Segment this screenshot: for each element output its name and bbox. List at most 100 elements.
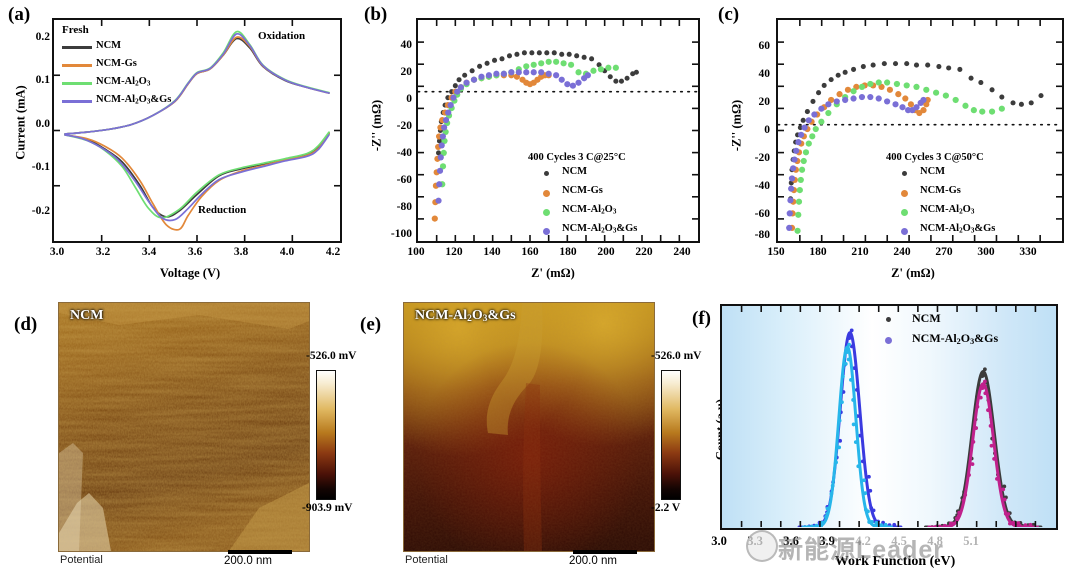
panel-c-xlabel: Z' (mΩ) [891, 266, 935, 280]
panel-c-ytick: 20 [758, 96, 771, 108]
panel-f-kpfm-histogram [740, 306, 1043, 527]
panel-c-xtick: 270 [935, 246, 953, 258]
panel-f-label: (f) [692, 308, 711, 329]
panel-e-mode-label: Potential [405, 554, 448, 566]
panel-b-ytick: 40 [400, 39, 413, 51]
afm-ncm-surface [59, 303, 309, 551]
panel-c-legend-dot-ncm-al2o3 [901, 209, 908, 216]
panel-a-legend-swatch-ncm-gs [62, 64, 92, 67]
panel-a-ytick: 0.0 [35, 118, 50, 130]
panel-a-xtick: 3.0 [49, 246, 65, 258]
panel-c-legend-dot-ncm-gs [901, 190, 908, 197]
panel-b-ytick: -20 [396, 120, 412, 132]
panel-d-colorbar-max: -526.0 mV [306, 350, 357, 362]
panel-a-legend-swatch-ncm [62, 46, 92, 49]
panel-d-scalebar-label: 200.0 nm [224, 555, 272, 567]
panel-c-ytick: 40 [758, 68, 771, 80]
panel-a-ytick: 0.2 [35, 31, 50, 43]
panel-e-afm-image [403, 302, 655, 552]
panel-b-legend-label-ncm: NCM [562, 166, 588, 177]
panel-c-ytick: 60 [758, 40, 771, 52]
panel-d-afm-image [58, 302, 310, 552]
panel-a-xtick: 3.2 [95, 246, 111, 258]
panel-d-title: NCM [70, 308, 104, 323]
panel-c-xtick: 210 [851, 246, 869, 258]
panel-d-label: (d) [14, 314, 38, 335]
panel-b-legend-dot-ncm-al2o3-gs [543, 228, 550, 235]
panel-c-xtick: 150 [767, 246, 785, 258]
panel-c-xtick: 330 [1019, 246, 1037, 258]
panel-a-xtick: 3.6 [187, 246, 203, 258]
panel-b-ytick: -100 [390, 228, 412, 240]
panel-c-label: (c) [718, 4, 740, 25]
panel-d: (d) [0, 292, 360, 586]
panel-a-xtick: 3.4 [141, 246, 157, 258]
panel-b-xtick: 100 [407, 246, 425, 258]
panel-a-cv-curves [54, 20, 340, 241]
panel-a-legend-label-ncm-al2o3-gs: NCM-Al2O3&Gs [96, 94, 172, 106]
panel-b-nyquist-scatter [418, 20, 698, 241]
panel-c-legend-label-ncm-al2o3-gs: NCM-Al2O3&Gs [920, 223, 996, 235]
panel-b-legend-dot-ncm-al2o3 [543, 209, 550, 216]
panel-e-scalebar [573, 550, 637, 554]
panel-f-xtick: 3.6 [783, 534, 799, 548]
panel-b-xtick: 140 [483, 246, 501, 258]
panel-b-label: (b) [364, 4, 388, 25]
panel-e: (e) [355, 292, 715, 586]
panel-e-scalebar-label: 200.0 nm [569, 555, 617, 567]
panel-c-ytick: -60 [754, 208, 770, 220]
panel-b-xtick: 200 [597, 246, 615, 258]
watermark-text: 新能源Leader [778, 536, 944, 564]
panel-b-xtick: 120 [445, 246, 463, 258]
panel-e-title: NCM-Al2O3&Gs [415, 308, 516, 325]
panel-c-legend-title: 400 Cycles 3 C@50°C [886, 152, 984, 163]
panel-a-ytick: -0.2 [31, 205, 50, 217]
panel-d-colorbar [316, 370, 336, 500]
panel-f-legend-label-coated: NCM-Al2O3&Gs [912, 331, 999, 346]
panel-b-legend-label-ncm-al2o3: NCM-Al2O3 [562, 204, 617, 216]
panel-b-plot-area [416, 18, 700, 243]
panel-a-xlabel: Voltage (V) [159, 266, 221, 280]
panel-b-ytick: -60 [396, 174, 412, 186]
afm-ncm-al2o3-gs-surface [404, 303, 654, 551]
panel-c-xtick: 240 [893, 246, 911, 258]
panel-b-xlabel: Z' (mΩ) [531, 266, 575, 280]
panel-b: (b) -Z'' (mΩ) Z' (mΩ) 40 20 0 -20 -40 -6… [360, 0, 718, 290]
panel-f-xtick: 3.9 [819, 534, 835, 548]
panel-a-xtick: 4.2 [325, 246, 341, 258]
panel-f-legend-label-ncm: NCM [912, 311, 941, 325]
panel-a-plot-area [52, 18, 342, 243]
panel-a: (a) Current (mA) Voltage (V) 0.2 0.1 0.0… [0, 0, 360, 290]
panel-a-xtick: 3.8 [233, 246, 249, 258]
panel-b-xtick: 180 [559, 246, 577, 258]
panel-b-xtick: 220 [635, 246, 653, 258]
panel-d-scalebar [228, 550, 292, 554]
panel-b-xtick: 240 [673, 246, 691, 258]
panel-c-legend-dot-ncm-al2o3-gs [901, 228, 908, 235]
panel-c-legend-label-ncm: NCM [920, 166, 946, 177]
panel-a-ytick: -0.1 [31, 161, 50, 173]
panel-c-ytick: -80 [754, 229, 770, 241]
panel-e-colorbar [661, 370, 681, 500]
panel-f-legend-dot-coated [885, 337, 892, 344]
panel-b-ytick: 20 [400, 66, 413, 78]
panel-c-xtick: 180 [809, 246, 827, 258]
panel-c-legend-label-ncm-gs: NCM-Gs [920, 185, 961, 196]
panel-b-ytick: -80 [396, 201, 412, 213]
panel-c: (c) -Z'' (mΩ) Z' (mΩ) 60 40 20 0 -20 -40… [718, 0, 1080, 290]
panel-a-ytick: 0.1 [35, 74, 50, 86]
panel-f-xtick: 3.0 [711, 534, 727, 548]
panel-a-xtick: 4.0 [279, 246, 295, 258]
panel-f-xtick-hidden: 4.5 [891, 534, 907, 548]
panel-e-colorbar-max: -526.0 mV [651, 350, 702, 362]
panel-d-mode-label: Potential [60, 554, 103, 566]
panel-f: (f) Count (a.u) Work Function (eV) 3.0 3… [690, 292, 1080, 586]
panel-b-legend-title: 400 Cycles 3 C@25°C [528, 152, 626, 163]
panel-a-legend-label-ncm-al2o3: NCM-Al2O3 [96, 76, 151, 88]
panel-c-nyquist-scatter [778, 20, 1062, 241]
panel-d-colorbar-min: -903.9 mV [302, 502, 353, 514]
panel-c-legend-dot-ncm [902, 171, 907, 176]
panel-b-xtick: 160 [521, 246, 539, 258]
panel-a-annotation-reduction: Reduction [198, 204, 247, 216]
panel-f-xlabel: Work Function (eV) [834, 554, 956, 569]
